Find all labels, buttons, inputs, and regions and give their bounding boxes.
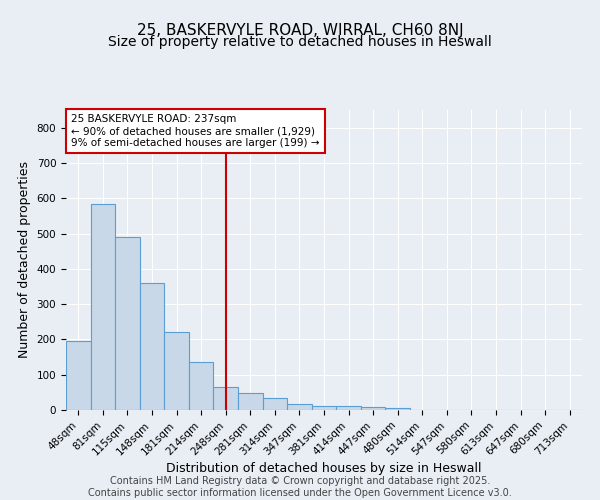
Text: Size of property relative to detached houses in Heswall: Size of property relative to detached ho… xyxy=(108,35,492,49)
Text: 25 BASKERVYLE ROAD: 237sqm
← 90% of detached houses are smaller (1,929)
9% of se: 25 BASKERVYLE ROAD: 237sqm ← 90% of deta… xyxy=(71,114,320,148)
Bar xyxy=(336,406,361,410)
Bar xyxy=(164,332,189,410)
Bar xyxy=(312,406,336,410)
Bar xyxy=(140,283,164,410)
Bar xyxy=(287,404,312,410)
X-axis label: Distribution of detached houses by size in Heswall: Distribution of detached houses by size … xyxy=(166,462,482,475)
Bar xyxy=(214,387,238,410)
Bar xyxy=(91,204,115,410)
Bar xyxy=(189,362,214,410)
Y-axis label: Number of detached properties: Number of detached properties xyxy=(18,162,31,358)
Bar xyxy=(385,408,410,410)
Text: 25, BASKERVYLE ROAD, WIRRAL, CH60 8NJ: 25, BASKERVYLE ROAD, WIRRAL, CH60 8NJ xyxy=(137,22,463,38)
Bar xyxy=(115,237,140,410)
Text: Contains HM Land Registry data © Crown copyright and database right 2025.
Contai: Contains HM Land Registry data © Crown c… xyxy=(88,476,512,498)
Bar xyxy=(238,394,263,410)
Bar xyxy=(361,407,385,410)
Bar xyxy=(66,341,91,410)
Bar xyxy=(263,398,287,410)
